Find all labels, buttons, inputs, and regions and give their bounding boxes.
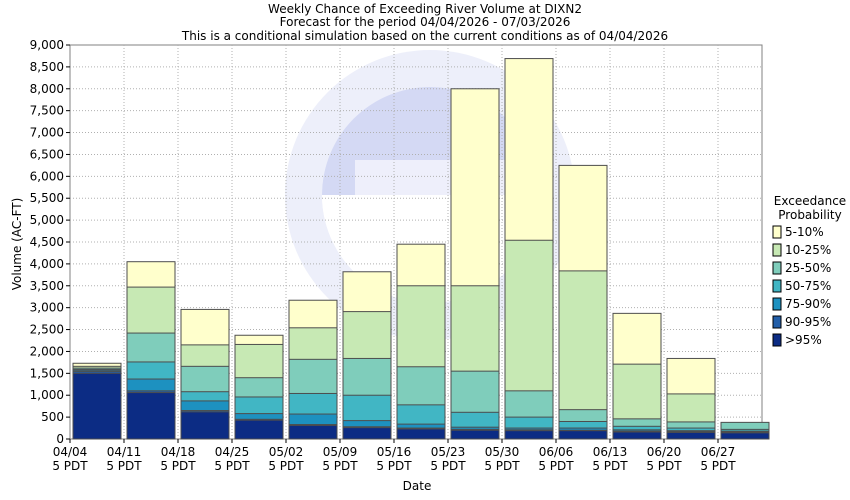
y-tick-label: 6,500 — [30, 147, 64, 161]
x-tick-label-tz: 5 PDT — [214, 459, 250, 473]
legend-swatch — [772, 225, 782, 239]
x-tick-label-tz: 5 PDT — [106, 459, 142, 473]
x-tick-label-date: 05/02 — [269, 445, 304, 459]
y-tick-label: 500 — [41, 410, 64, 424]
x-tick-label-tz: 5 PDT — [646, 459, 682, 473]
chart-subtitle: Forecast for the period 04/04/2026 - 07/… — [280, 15, 571, 29]
bar-95-week-3 — [180, 411, 230, 440]
bar-95-week-8 — [450, 429, 500, 440]
legend-swatch — [772, 315, 782, 329]
x-tick-label-date: 05/16 — [377, 445, 412, 459]
legend: Exceedance Probability 5-10% 10-25% 25-50%… — [772, 194, 846, 347]
x-tick-label-tz: 5 PDT — [700, 459, 736, 473]
x-tick-label-tz: 5 PDT — [376, 459, 412, 473]
bar-95-week-2 — [126, 392, 176, 440]
y-tick-label: 7,000 — [30, 126, 64, 140]
y-tick-label: 7,500 — [30, 104, 64, 118]
x-tick-label-tz: 5 PDT — [52, 459, 88, 473]
y-tick-label: 8,000 — [30, 82, 64, 96]
x-tick-label-date: 04/18 — [161, 445, 196, 459]
y-tick-label: 2,500 — [30, 323, 64, 337]
x-tick-label-tz: 5 PDT — [592, 459, 628, 473]
y-axis: 0 500 1,000 1,500 2,000 2,500 3,000 3,500 4,000 4… — [30, 38, 70, 446]
x-tick-label-date: 06/13 — [593, 445, 628, 459]
legend-entry-label: 25-50% — [785, 261, 831, 275]
legend-title-sub: Probability — [778, 208, 841, 222]
bar-95-week-10 — [558, 430, 608, 440]
x-tick-label-tz: 5 PDT — [268, 459, 304, 473]
legend-entries: 5-10% 10-25% 25-50% 50-75% 75-90% 90-95% >95% — [772, 225, 831, 347]
x-tick-label-tz: 5 PDT — [322, 459, 358, 473]
y-tick-label: 5,500 — [30, 191, 64, 205]
y-tick-label: 4,500 — [30, 235, 64, 249]
y-tick-label: 3,500 — [30, 279, 64, 293]
y-tick-label: 0 — [56, 432, 64, 446]
x-tick-label-date: 05/09 — [323, 445, 358, 459]
legend-swatch — [772, 333, 782, 347]
legend-entry-label: 5-10% — [785, 225, 824, 239]
y-tick-label: 6,000 — [30, 169, 64, 183]
y-tick-label: 1,500 — [30, 366, 64, 380]
bar-95-week-13 — [720, 432, 770, 440]
y-tick-label: 2,000 — [30, 344, 64, 358]
bar-95-week-9 — [504, 430, 554, 440]
legend-swatch — [772, 279, 782, 293]
x-tick-label-tz: 5 PDT — [484, 459, 520, 473]
y-tick-label: 5,000 — [30, 213, 64, 227]
legend-entry-label: 90-95% — [785, 315, 831, 329]
legend-swatch — [772, 261, 782, 275]
y-tick-label: 4,000 — [30, 257, 64, 271]
y-axis-label: Volume (AC-FT) — [10, 198, 24, 291]
bar-95-week-1 — [72, 372, 122, 440]
bar-95-week-6 — [342, 427, 392, 440]
chart-subtitle-condition: This is a conditional simulation based o… — [181, 29, 668, 43]
y-tick-label: 3,000 — [30, 301, 64, 315]
legend-entry-label: >95% — [785, 333, 822, 347]
x-tick-label-date: 04/25 — [215, 445, 250, 459]
x-axis-label: Date — [403, 479, 432, 493]
bar-95-week-5 — [288, 424, 338, 440]
x-tick-label-date: 04/04 — [53, 445, 88, 459]
x-tick-label-date: 06/20 — [647, 445, 682, 459]
legend-swatch — [772, 297, 782, 311]
x-tick-label-tz: 5 PDT — [430, 459, 466, 473]
x-tick-label-tz: 5 PDT — [160, 459, 196, 473]
x-tick-label-date: 05/30 — [485, 445, 520, 459]
x-tick-label-date: 06/27 — [701, 445, 736, 459]
bar-95-week-7 — [396, 428, 446, 440]
x-tick-label-tz: 5 PDT — [538, 459, 574, 473]
legend-entry-label: 75-90% — [785, 297, 831, 311]
y-tick-label: 1,000 — [30, 388, 64, 402]
y-tick-label: 8,500 — [30, 60, 64, 74]
chart-title: Weekly Chance of Exceeding River Volume … — [268, 2, 582, 16]
bar-95-week-11 — [612, 431, 662, 440]
legend-swatch — [772, 243, 782, 257]
x-tick-label-date: 05/23 — [431, 445, 466, 459]
legend-title: Exceedance — [774, 194, 846, 208]
x-tick-label-date: 06/06 — [539, 445, 574, 459]
y-tick-label: 9,000 — [30, 38, 64, 52]
bars-layer — [72, 58, 770, 440]
bar-95-week-4 — [234, 419, 284, 440]
legend-entry-label: 50-75% — [785, 279, 831, 293]
x-tick-label-date: 04/11 — [107, 445, 142, 459]
legend-entry-label: 10-25% — [785, 243, 831, 257]
bar-95-week-12 — [666, 431, 716, 440]
